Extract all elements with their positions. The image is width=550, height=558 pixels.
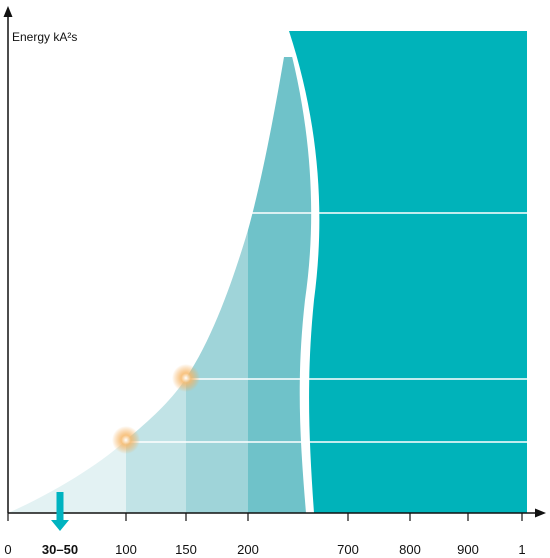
gridlines: [26, 212, 527, 443]
axis-break-separator: [286, 33, 325, 513]
main-energy-block: [289, 31, 527, 513]
x-tick-label-100: 100: [115, 542, 137, 557]
curve-band-0: [8, 57, 126, 513]
x-tick-label-0: 0: [4, 542, 11, 557]
y-axis-arrow-icon: [3, 6, 13, 17]
highlight-points: [112, 364, 200, 454]
annotation-label: 30–50: [42, 542, 78, 557]
curve-bands: [8, 57, 320, 513]
x-tick-label-700: 700: [337, 542, 359, 557]
x-tick-label-150: 150: [175, 542, 197, 557]
x-tick-label-200: 200: [237, 542, 259, 557]
x-tick-label-900: 900: [457, 542, 479, 557]
x-tick-label-800: 800: [399, 542, 421, 557]
highlight-point-100: [112, 426, 140, 454]
y-axis-label: Energy kA²s: [12, 30, 77, 44]
x-tick-label-1: 1: [518, 542, 525, 557]
x-axis-arrow-icon: [535, 508, 546, 518]
curve-band-2: [186, 57, 248, 513]
x-axis-ticks: 0 100 150 200 700 800 900 1: [4, 513, 526, 557]
annotation: 30–50: [42, 492, 78, 557]
down-arrow-icon: [51, 492, 69, 531]
highlight-point-150: [172, 364, 200, 392]
